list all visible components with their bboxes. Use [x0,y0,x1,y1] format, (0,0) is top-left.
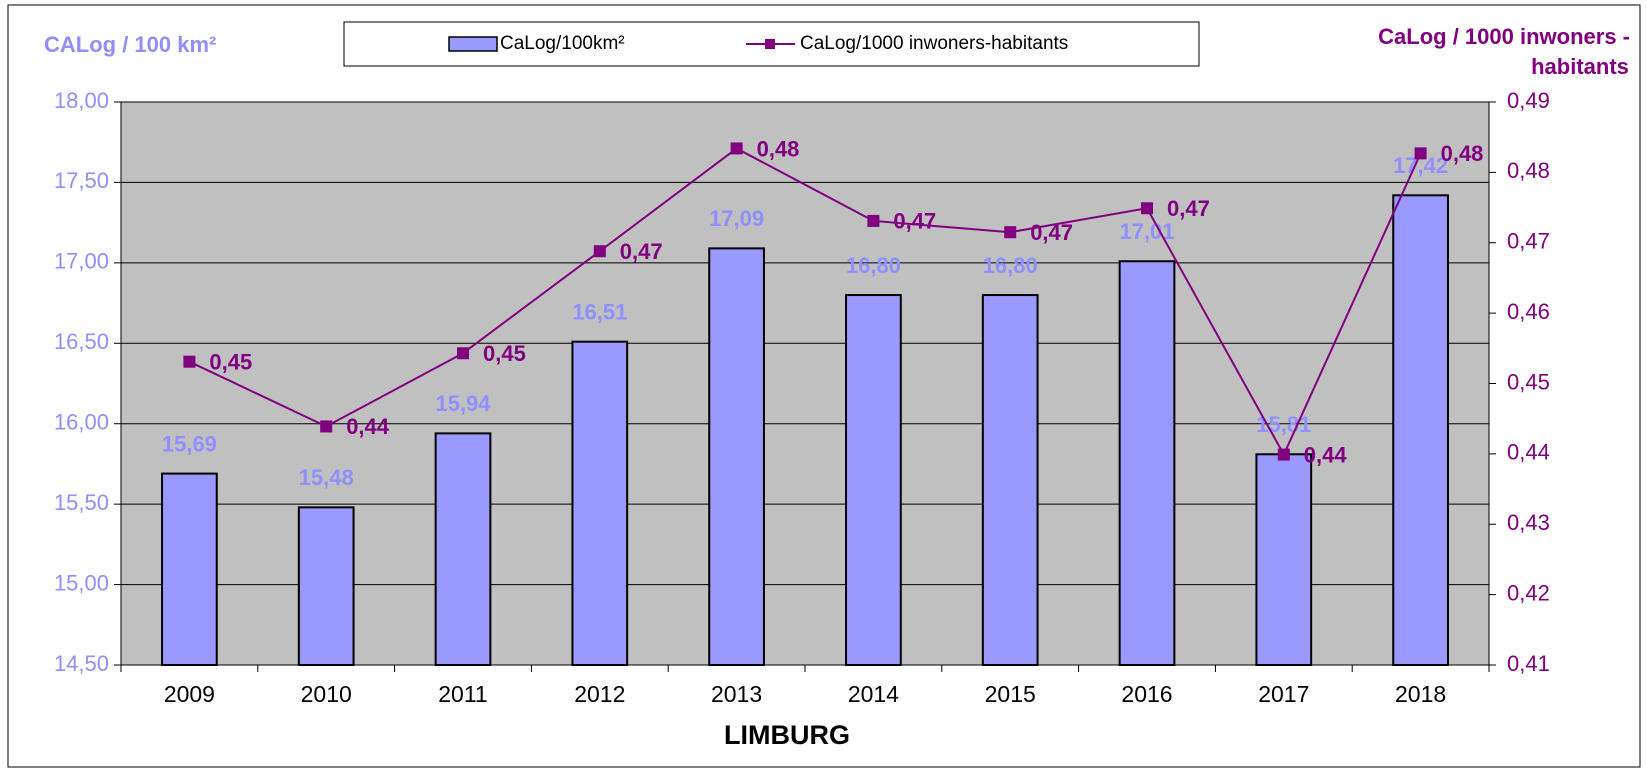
legend-swatch [448,36,498,52]
bar [434,432,492,667]
y-tick-label: 18,00 [54,88,109,113]
line-value-label: 0,45 [209,349,252,374]
y-tick-label: 17,50 [54,168,109,193]
bar-value-label: 16,80 [846,253,901,278]
line-marker [320,420,333,433]
legend-label: CaLog/100km² [500,33,625,54]
x-tick-label: 2016 [1121,681,1172,707]
line-value-label: 0,45 [483,341,526,366]
x-tick-label: 2010 [301,681,352,707]
y-tick-label: 15,00 [54,570,109,595]
y-tick-label: 15,50 [54,490,109,515]
bar [845,294,902,666]
line-marker [1414,147,1427,160]
line-value-label: 0,47 [893,209,936,234]
y2-tick-label: 0,47 [1507,229,1550,254]
bar-value-label: 17,09 [709,206,764,231]
y2-axis-title: habitants [1531,54,1629,79]
y2-tick-label: 0,44 [1507,440,1550,465]
x-tick-label: 2014 [848,681,899,707]
line-marker [1277,448,1290,461]
y2-tick-label: 0,45 [1507,369,1550,394]
x-tick-label: 2017 [1258,681,1309,707]
bar [1118,260,1176,666]
bar-value-label: 16,80 [983,253,1038,278]
line-value-label: 0,47 [620,239,663,264]
x-tick-label: 2013 [711,681,762,707]
line-marker [730,142,743,155]
line-marker [867,214,880,227]
y2-tick-label: 0,41 [1507,651,1550,676]
line-value-label: 0,47 [1167,196,1210,221]
y2-tick-label: 0,48 [1507,158,1550,183]
y-tick-label: 16,50 [54,329,109,354]
y2-tick-label: 0,46 [1507,299,1550,324]
y-tick-label: 17,00 [54,249,109,274]
bar [1392,194,1449,666]
bar [297,506,355,666]
line [188,147,1422,457]
bar-value-label: 15,94 [435,391,491,416]
bar [708,247,765,666]
y-axis-title: CALog / 100 km² [44,32,216,57]
y2-tick-label: 0,49 [1507,88,1550,113]
line-marker [593,245,606,258]
line-marker [457,347,469,360]
line-marker [1141,202,1153,215]
legend-label: CaLog/1000 inwoners-habitants [800,33,1068,54]
x-tick-label: 2012 [574,681,625,707]
legend-marker [765,39,775,49]
y-tick-label: 16,00 [54,410,109,435]
bar [1255,453,1313,666]
line-value-label: 0,44 [1304,442,1348,467]
line-value-label: 0,48 [757,136,800,161]
bar [571,340,629,666]
bar-value-label: 17,01 [1119,219,1174,244]
line-value-label: 0,44 [346,414,390,439]
x-tick-label: 2015 [985,681,1036,707]
x-tick-label: 2011 [438,681,487,707]
line-value-label: 0,47 [1030,220,1073,245]
line-marker [183,355,196,368]
bar [981,294,1039,666]
bar-value-label: 16,51 [572,299,627,324]
y2-tick-label: 0,42 [1507,580,1550,605]
y2-axis-title: CaLog / 1000 inwoners - [1378,24,1630,49]
x-tick-label: 2009 [164,681,215,707]
y-tick-label: 14,50 [54,651,109,676]
bar-value-label: 15,81 [1256,412,1311,437]
line-value-label: 0,48 [1441,141,1484,166]
bar-value-label: 15,69 [162,431,217,456]
bar-value-label: 15,48 [299,465,354,490]
x-tick-label: 2018 [1395,681,1446,707]
x-axis-title: LIMBURG [724,720,850,750]
y2-tick-label: 0,43 [1507,510,1550,535]
line-marker [1004,226,1017,239]
bar [161,472,218,666]
